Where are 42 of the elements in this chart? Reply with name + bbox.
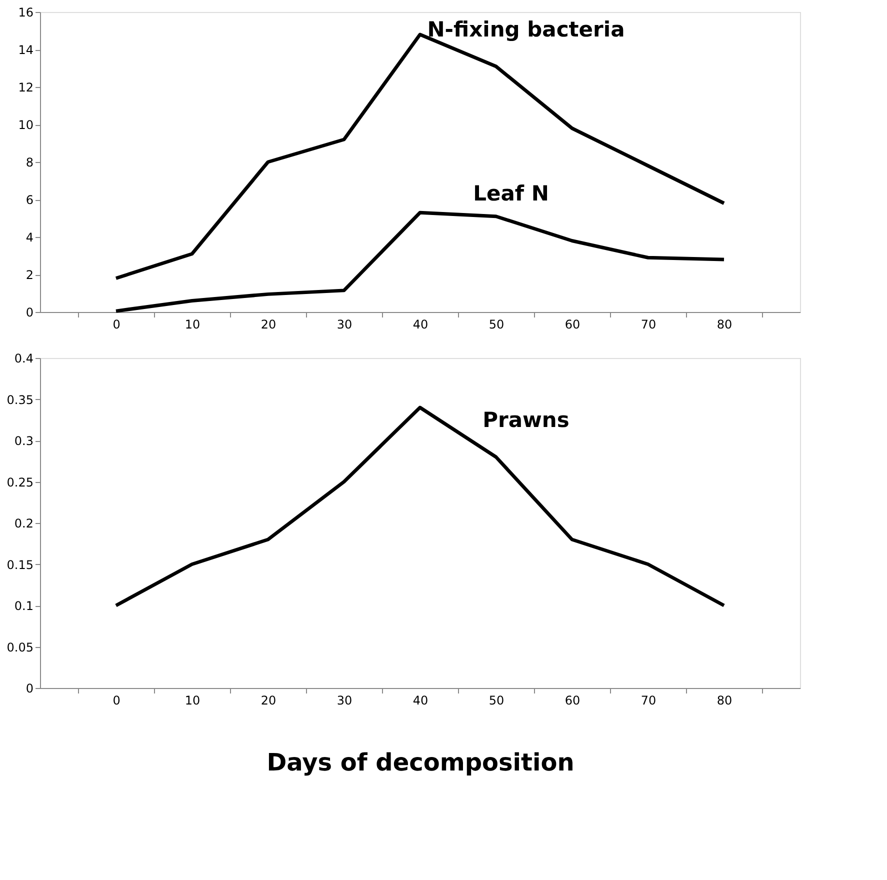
- x-tick-label: 30: [336, 694, 352, 708]
- y-tick-label: 0.35: [6, 392, 34, 407]
- x-tick-label: 80: [716, 318, 732, 332]
- y-tick-label: 6: [26, 193, 34, 207]
- y-tick-label: 0.2: [14, 516, 34, 530]
- line-series: [114, 210, 726, 313]
- y-tick-label: 8: [26, 156, 34, 170]
- series-label: N-fixing bacteria: [427, 17, 625, 42]
- x-tick-label: 60: [564, 694, 580, 708]
- x-tick-label: 50: [488, 694, 504, 708]
- y-tick-label: 14: [18, 43, 34, 57]
- x-tick-label: 0: [112, 318, 120, 332]
- x-tick-label: 80: [716, 694, 732, 708]
- series-label: Prawns: [482, 408, 570, 432]
- x-tick-label: 70: [640, 318, 656, 332]
- series-label: Leaf N: [473, 181, 549, 206]
- line-series: [114, 406, 726, 608]
- y-tick-label: 0: [26, 306, 34, 320]
- y-tick-label: 2: [26, 268, 34, 282]
- x-tick-label: 30: [336, 318, 352, 332]
- y-tick-label: 0.05: [6, 640, 34, 654]
- y-tick-label: 0: [26, 682, 34, 696]
- x-tick-label: 50: [488, 318, 504, 332]
- x-tick-label: 20: [260, 694, 276, 708]
- x-tick-label: 0: [112, 694, 120, 708]
- x-tick-label: 70: [640, 694, 656, 708]
- y-tick-label: 4: [26, 230, 34, 244]
- y-tick-label: 0.4: [14, 352, 34, 366]
- x-axis-title: Days of decomposition: [266, 748, 574, 776]
- x-tick-label: 20: [260, 318, 276, 332]
- x-tick-label: 40: [412, 318, 428, 332]
- x-tick-label: 10: [184, 318, 200, 332]
- y-tick-label: 0.25: [6, 475, 34, 490]
- y-tick-label: 0.1: [14, 599, 34, 613]
- y-tick-label: 0.3: [14, 434, 34, 448]
- y-tick-label: 10: [18, 118, 34, 132]
- x-tick-label: 10: [184, 694, 200, 708]
- x-tick-label: 60: [564, 318, 580, 332]
- x-tick-label: 40: [412, 694, 428, 708]
- y-tick-label: 12: [18, 80, 34, 94]
- y-tick-label: 0.15: [6, 558, 34, 572]
- y-tick-label: 16: [18, 6, 34, 20]
